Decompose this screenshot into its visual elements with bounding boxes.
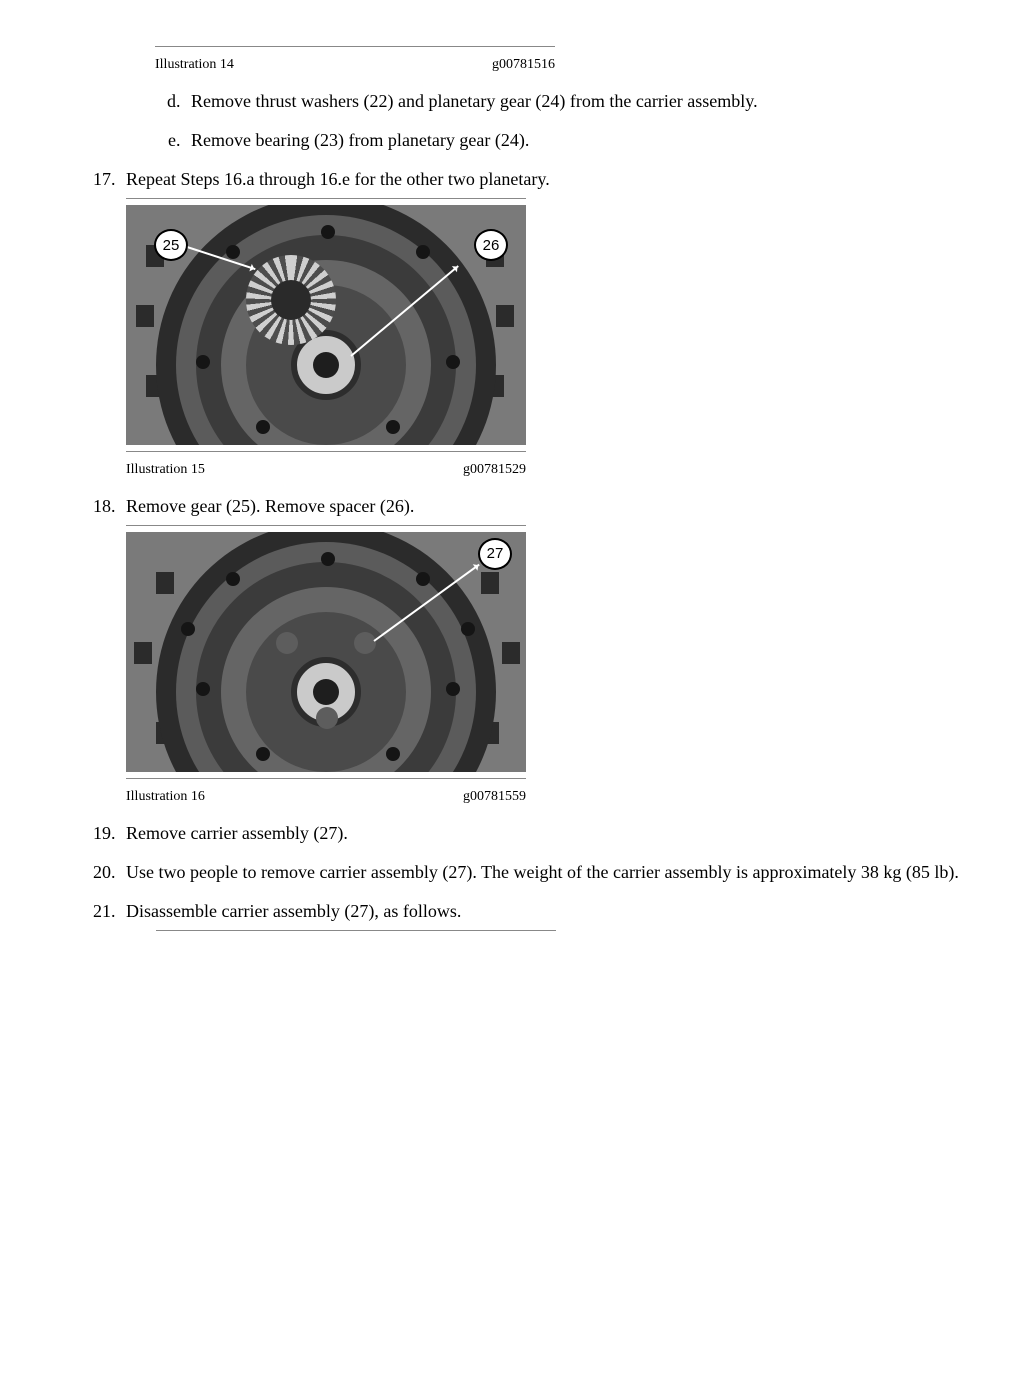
substep-d-text: Remove thrust washers (22) and planetary… [191, 91, 758, 111]
illustration-15-code: g00781529 [463, 460, 526, 480]
callout-26: 26 [474, 229, 508, 261]
step-17: Repeat Steps 16.a through 16.e for the o… [120, 167, 964, 480]
step-21-text: Disassemble carrier assembly (27), as fo… [126, 901, 461, 921]
callout-25: 25 [154, 229, 188, 261]
step-19: Remove carrier assembly (27). [120, 821, 964, 846]
main-steps: Repeat Steps 16.a through 16.e for the o… [90, 167, 964, 931]
illustration-14-block: Illustration 14 g00781516 [155, 46, 555, 75]
step-20-text: Use two people to remove carrier assembl… [126, 862, 959, 882]
illustration-16-rule-bottom [126, 778, 526, 779]
step-21: Disassemble carrier assembly (27), as fo… [120, 899, 964, 931]
illustration-15-caption: Illustration 15 g00781529 [126, 460, 526, 480]
illustration-14-code: g00781516 [492, 55, 555, 75]
illustration-16-block: 27 Illustration 16 g00781559 [126, 525, 526, 807]
step-19-text: Remove carrier assembly (27). [126, 823, 348, 843]
substep-d: Remove thrust washers (22) and planetary… [185, 89, 964, 114]
illustration-14-caption: Illustration 14 g00781516 [155, 55, 555, 75]
illustration-15-figure: 25 26 [126, 205, 526, 445]
step-20: Use two people to remove carrier assembl… [120, 860, 964, 885]
illustration-16-figure: 27 [126, 532, 526, 772]
callout-27-text: 27 [487, 543, 504, 564]
illustration-15-block: 25 26 Illustration 15 g00781529 [126, 198, 526, 480]
substep-e-text: Remove bearing (23) from planetary gear … [191, 130, 529, 150]
illustration-15-label: Illustration 15 [126, 460, 205, 480]
illustration-17-rule-top [156, 930, 556, 931]
illustration-16-label: Illustration 16 [126, 787, 205, 807]
callout-25-text: 25 [163, 235, 180, 256]
callout-27: 27 [478, 538, 512, 570]
substep-e: Remove bearing (23) from planetary gear … [185, 128, 964, 153]
illustration-14-label: Illustration 14 [155, 55, 234, 75]
illustration-15-rule-top [126, 198, 526, 199]
illustration-16-rule-top [126, 525, 526, 526]
step-18-text: Remove gear (25). Remove spacer (26). [126, 496, 414, 516]
step-17-text: Repeat Steps 16.a through 16.e for the o… [126, 169, 550, 189]
step16-substeps: Remove thrust washers (22) and planetary… [155, 89, 964, 153]
illustration-rule-top [155, 46, 555, 47]
callout-26-text: 26 [483, 235, 500, 256]
step-18: Remove gear (25). Remove spacer (26). [120, 494, 964, 807]
illustration-17-block [156, 930, 556, 931]
illustration-16-code: g00781559 [463, 787, 526, 807]
illustration-15-rule-bottom [126, 451, 526, 452]
illustration-16-caption: Illustration 16 g00781559 [126, 787, 526, 807]
